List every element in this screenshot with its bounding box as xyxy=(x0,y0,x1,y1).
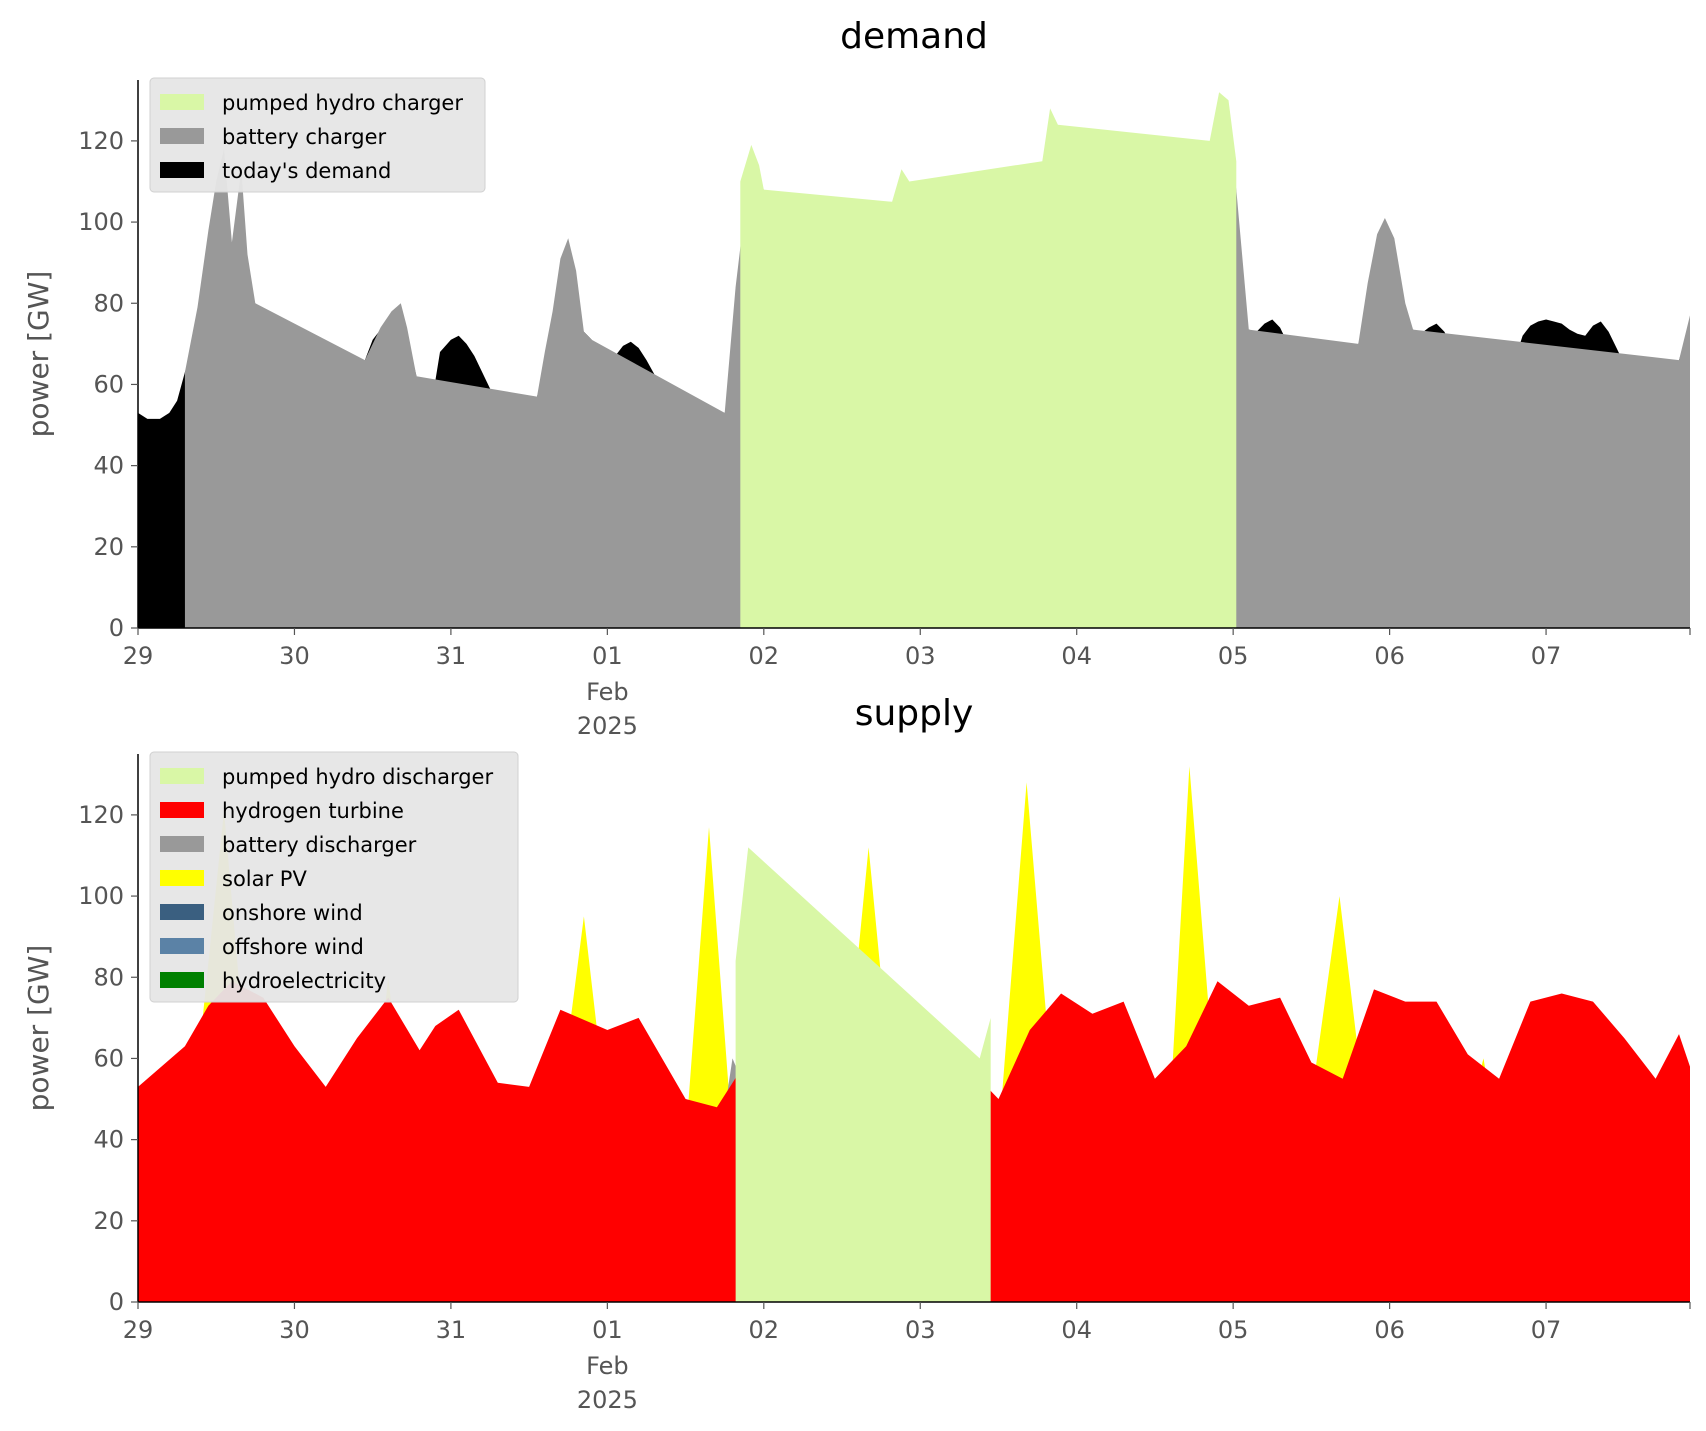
legend-label: today's demand xyxy=(222,159,391,183)
y-tick-label: 60 xyxy=(93,1044,124,1072)
legend: pumped hydro charger battery charger today… xyxy=(149,77,486,193)
chart-title: demand xyxy=(840,16,988,57)
y-tick-label: 80 xyxy=(93,963,124,991)
area-pumped-hydro-discharger xyxy=(735,847,991,1302)
area-battery-charger xyxy=(184,116,1690,628)
x-tick-sublabel: 2025 xyxy=(577,712,638,740)
x-tick-label: 05 xyxy=(1218,642,1249,670)
x-tick-sublabel: Feb xyxy=(586,1352,629,1380)
y-axis-label: power [GW] xyxy=(22,945,55,1112)
legend-label: solar PV xyxy=(222,867,307,891)
x-tick-label: 01 xyxy=(592,642,623,670)
legend-label: offshore wind xyxy=(222,935,364,959)
area-pumped-hydro-charger xyxy=(740,92,1237,628)
legend-swatch xyxy=(160,162,204,178)
legend-swatch xyxy=(160,94,204,110)
y-tick-label: 100 xyxy=(78,208,124,236)
x-tick-label: 31 xyxy=(436,1316,467,1344)
x-tick-label: 04 xyxy=(1061,642,1092,670)
legend-label: battery charger xyxy=(222,125,387,149)
x-tick-label: 06 xyxy=(1374,1316,1405,1344)
legend-label: onshore wind xyxy=(222,901,363,925)
x-tick-label: 03 xyxy=(905,642,936,670)
x-tick-label: 03 xyxy=(905,1316,936,1344)
area-layer xyxy=(138,766,1691,1302)
x-tick-label: 05 xyxy=(1218,1316,1249,1344)
legend: pumped hydro discharger hydrogen turbine b… xyxy=(149,751,519,1003)
legend-label: hydroelectricity xyxy=(222,969,386,993)
y-tick-label: 40 xyxy=(93,1126,124,1154)
legend-label: battery discharger xyxy=(222,833,417,857)
x-tick-label: 02 xyxy=(749,642,780,670)
axes: 0 20 40 60 80 100 120 29 30 31 01 Feb 2025 02 03 04 05 06… xyxy=(78,754,1691,1414)
chart-title: supply xyxy=(855,693,974,734)
legend-swatch xyxy=(160,836,204,852)
legend-swatch xyxy=(160,870,204,886)
area-layer xyxy=(138,92,1690,629)
y-tick-label: 120 xyxy=(78,127,124,155)
legend-swatch xyxy=(160,128,204,144)
x-tick-label: 02 xyxy=(749,1316,780,1344)
legend-swatch xyxy=(160,972,204,988)
x-tick-label: 06 xyxy=(1374,642,1405,670)
x-tick-label: 29 xyxy=(123,642,154,670)
legend-label: hydrogen turbine xyxy=(222,799,404,823)
y-tick-label: 100 xyxy=(78,882,124,910)
y-axis-label: power [GW] xyxy=(22,271,55,438)
legend-label: pumped hydro charger xyxy=(222,91,463,115)
legend-box xyxy=(149,77,486,193)
y-tick-label: 20 xyxy=(93,1207,124,1235)
legend-label: pumped hydro discharger xyxy=(222,765,493,789)
x-tick-label: 01 xyxy=(592,1316,623,1344)
x-tick-label: 29 xyxy=(123,1316,154,1344)
y-tick-label: 0 xyxy=(109,614,124,642)
legend-swatch xyxy=(160,938,204,954)
x-tick-label: 30 xyxy=(279,642,310,670)
legend-swatch xyxy=(160,802,204,818)
axes: 0 20 40 60 80 100 120 29 30 31 01 Feb 2025 02 03 04 05 06… xyxy=(78,80,1691,740)
x-tick-sublabel: 2025 xyxy=(577,1386,638,1414)
y-tick-label: 0 xyxy=(109,1288,124,1316)
y-tick-label: 80 xyxy=(93,289,124,317)
x-tick-label: 07 xyxy=(1531,1316,1562,1344)
x-tick-label: 30 xyxy=(279,1316,310,1344)
x-tick-label: 04 xyxy=(1061,1316,1092,1344)
legend-box xyxy=(149,751,519,1003)
x-tick-label: 31 xyxy=(436,642,467,670)
y-tick-label: 40 xyxy=(93,452,124,480)
y-tick-label: 60 xyxy=(93,370,124,398)
legend-swatch xyxy=(160,768,204,784)
y-tick-label: 120 xyxy=(78,801,124,829)
x-tick-label: 07 xyxy=(1531,642,1562,670)
legend-swatch xyxy=(160,904,204,920)
x-tick-sublabel: Feb xyxy=(586,678,629,706)
y-tick-label: 20 xyxy=(93,533,124,561)
